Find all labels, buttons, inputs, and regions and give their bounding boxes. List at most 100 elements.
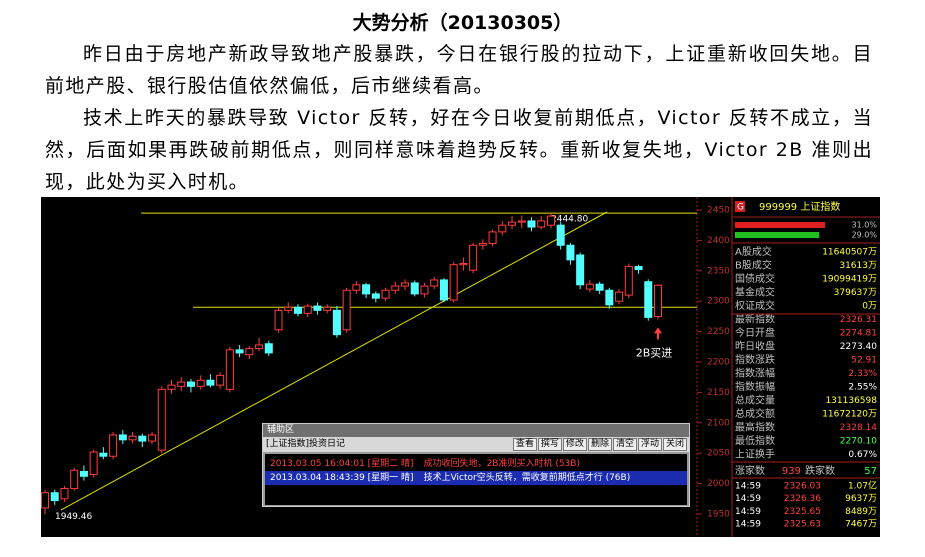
candle-body	[352, 284, 361, 291]
y-tick-label: 2200	[707, 358, 730, 368]
button[interactable]: 撰写	[537, 438, 562, 451]
button[interactable]: 查看	[512, 438, 537, 451]
ratio-label: 31.0%	[852, 221, 878, 230]
row-value: 0.67%	[848, 450, 877, 460]
row-value: 2.55%	[848, 383, 877, 393]
row-label: 最高指数	[735, 421, 775, 434]
candle-body	[148, 434, 157, 442]
row-label: 国债成交	[735, 272, 775, 285]
tick-time: 14:59	[735, 520, 761, 530]
breadth-label: 跌家数	[805, 464, 835, 477]
diary-window[interactable]: 辅助区 [上证指数]投资日记 查看 撰写 修改 删除 清空 浮动 关闭 2013.03.05…	[262, 423, 690, 507]
entry-time: 2013.03.05 16:04:01 [星期二 晴]	[270, 459, 414, 469]
candle-body	[284, 306, 293, 311]
article-title: 大势分析（20130305）	[352, 12, 573, 34]
candle-body	[391, 285, 400, 291]
button[interactable]: 修改	[562, 438, 587, 451]
candle-body	[118, 434, 127, 441]
candle-body	[439, 279, 448, 301]
candle-body	[89, 451, 98, 475]
paragraph: 昨日由于房地产新政导致地产股暴跌，今日在银行股的拉动下，上证重新收回失地。目前地…	[45, 43, 873, 97]
candle-body	[128, 435, 137, 441]
candle-body	[264, 343, 273, 354]
row-value: 2270.10	[840, 437, 877, 447]
row-label: 指数涨幅	[735, 367, 775, 380]
candle-body	[235, 349, 244, 354]
candle-body	[653, 284, 662, 318]
diary-entry[interactable]: 2013.03.04 18:43:39 [星期一 晴] 技术上Victor空头反转…	[265, 471, 687, 485]
candle-body	[449, 264, 458, 301]
y-tick-label: 2300	[707, 297, 730, 307]
trend-line	[60, 211, 608, 511]
row-label: 总成交额	[735, 407, 775, 420]
candle-body	[303, 305, 312, 314]
candle-body	[401, 282, 410, 287]
entry-time: 2013.03.04 18:43:39 [星期一 晴]	[270, 473, 414, 483]
tick-volume: 9637万	[845, 494, 877, 504]
breadth-label: 涨家数	[735, 464, 765, 477]
candle-body	[576, 254, 585, 286]
ratio-bar	[735, 232, 820, 238]
candle-body	[634, 266, 643, 271]
breadth-value: 57	[864, 466, 877, 477]
ratio-bar	[735, 222, 825, 228]
button-group: 查看 撰写 修改 删除 清空 浮动 关闭	[512, 438, 687, 451]
candle-body	[615, 291, 624, 302]
diary-list: 2013.03.05 16:04:01 [星期二 晴] 成功收回失地，2B准则买入…	[265, 454, 687, 505]
candle-body	[216, 374, 225, 386]
row-value: 2273.40	[840, 342, 877, 352]
row-label: B股成交	[735, 259, 772, 272]
badge	[735, 201, 745, 212]
row-value: 0万	[862, 302, 877, 312]
y-tick-label: 2150	[707, 388, 730, 398]
diary-entry[interactable]: 2013.03.05 16:04:01 [星期二 晴] 成功收回失地，2B准则买入…	[265, 457, 687, 471]
breadth-value: 939	[782, 466, 801, 477]
button[interactable]: 删除	[587, 438, 612, 451]
candle-body	[323, 306, 332, 311]
candle-body	[255, 344, 264, 350]
row-label: 昨日收盘	[735, 340, 775, 353]
candle-body	[410, 282, 419, 295]
button[interactable]: 浮动	[637, 438, 662, 451]
candle-body	[595, 283, 604, 291]
paragraph: 技术上昨天的暴跌导致 Victor 反转，好在今日收复前期低点，Victor 反…	[45, 107, 873, 193]
candle-body	[167, 384, 176, 390]
candle-body	[537, 220, 546, 228]
row-label: 今日开盘	[735, 326, 775, 339]
low-label: 1949.46	[55, 512, 92, 522]
candle-body	[362, 284, 371, 295]
ratio-label: 29.0%	[852, 231, 878, 240]
candle-body	[99, 452, 108, 457]
candle-body	[293, 306, 302, 314]
candle-body	[605, 289, 614, 306]
candle-body	[381, 289, 390, 299]
article-body: 昨日由于房地产新政导致地产股暴跌，今日在银行股的拉动下，上证重新收回失地。目前地…	[45, 38, 873, 198]
entry-text: 成功收回失地，2B准则买入时机 (53B)	[423, 459, 580, 469]
candle-body	[245, 348, 254, 356]
candle-body	[60, 487, 69, 500]
buy-arrow	[653, 327, 662, 340]
tick-price: 2325.65	[784, 507, 821, 517]
y-tick-label: 2400	[707, 236, 730, 246]
candle-body	[332, 309, 341, 336]
button[interactable]: 关闭	[662, 438, 687, 451]
row-label: 最新指数	[735, 313, 775, 326]
y-tick-label: 2000	[707, 479, 730, 489]
reference-label: 2444.80	[551, 215, 588, 225]
row-value: 11672120万	[822, 410, 877, 420]
tick-price: 2326.36	[784, 494, 821, 504]
candle-body	[478, 242, 487, 246]
candle-body	[517, 220, 526, 223]
button[interactable]: 清空	[612, 438, 637, 451]
tick-time: 14:59	[735, 482, 761, 492]
candle-body	[556, 224, 565, 246]
tick-price: 2325.63	[784, 520, 821, 530]
tick-price: 2326.03	[784, 482, 821, 492]
tick-volume: 7467万	[845, 520, 877, 530]
row-value: 379637万	[834, 288, 877, 298]
tick-volume: 8489万	[845, 507, 877, 517]
candle-body	[430, 279, 439, 287]
y-tick-label: 2050	[707, 449, 730, 459]
row-value: 131136598	[825, 396, 877, 406]
